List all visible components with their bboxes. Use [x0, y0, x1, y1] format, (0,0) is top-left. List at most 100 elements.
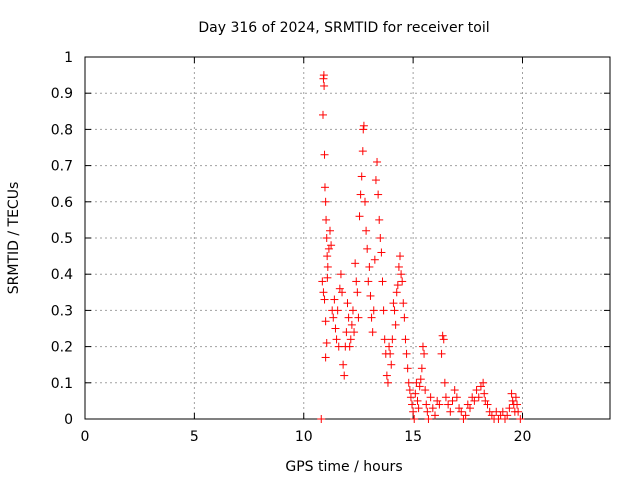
data-point: [479, 378, 488, 387]
data-point: [379, 306, 388, 315]
data-point: [377, 248, 386, 257]
axis-ticks: [84, 56, 610, 420]
data-point: [399, 299, 408, 308]
data-point: [375, 215, 384, 224]
data-point: [323, 252, 332, 261]
y-tick-label: 0.7: [51, 159, 73, 175]
data-point: [354, 313, 363, 322]
data-point: [369, 306, 378, 315]
data-point: [336, 270, 345, 279]
data-point: [472, 386, 481, 395]
data-point: [410, 415, 419, 423]
data-point: [338, 288, 347, 297]
y-tick-label: 0.6: [51, 195, 73, 211]
data-point: [416, 375, 425, 384]
data-point: [345, 342, 354, 351]
data-point: [326, 226, 334, 235]
y-tick-label: 0.8: [51, 122, 73, 138]
data-point: [389, 299, 398, 308]
data-point: [444, 400, 453, 409]
x-tick-label: 10: [295, 429, 313, 445]
data-point: [507, 389, 516, 398]
data-point: [398, 277, 407, 286]
data-point: [423, 407, 432, 416]
data-point: [361, 197, 369, 206]
data-point: [417, 364, 426, 373]
x-tick-label: 15: [404, 429, 422, 445]
data-point: [386, 349, 395, 358]
data-point: [320, 81, 329, 90]
data-point: [357, 172, 366, 181]
data-point: [455, 404, 464, 413]
grid-lines: [85, 57, 610, 419]
x-tick-label: 5: [190, 429, 199, 445]
data-point: [348, 306, 357, 315]
data-point: [318, 277, 327, 286]
data-point: [363, 244, 372, 253]
data-point: [368, 328, 377, 337]
data-point: [393, 281, 402, 290]
data-point: [415, 382, 424, 391]
data-point: [437, 349, 446, 358]
data-point: [340, 371, 349, 380]
data-point: [320, 295, 329, 304]
data-point: [408, 400, 417, 409]
data-point: [347, 320, 356, 329]
data-point: [373, 157, 382, 166]
data-point: [459, 415, 468, 423]
data-point: [352, 277, 361, 286]
data-point: [481, 396, 490, 405]
data-point: [339, 360, 348, 369]
data-point: [421, 386, 430, 395]
y-tick-labels: 0 0.1 0.2 0.3 0.4 0.5 0.6 0.7 0.8 0.9 1: [51, 50, 73, 428]
y-tick-label: 0: [64, 412, 73, 428]
data-point: [508, 396, 517, 405]
data-point: [422, 400, 431, 409]
data-point: [327, 241, 336, 250]
chart-title: Day 316 of 2024, SRMTID for receiver toi…: [198, 20, 489, 36]
data-point: [323, 273, 332, 282]
data-point: [394, 262, 403, 271]
x-tick-label: 0: [81, 429, 90, 445]
data-point: [353, 288, 362, 297]
data-point: [330, 295, 339, 304]
data-point: [322, 215, 331, 224]
data-point: [344, 313, 353, 322]
data-point: [366, 291, 375, 300]
data-point: [321, 317, 330, 326]
data-point: [376, 234, 385, 242]
data-point: [420, 349, 429, 358]
y-tick-label: 0.4: [51, 267, 73, 283]
data-point: [356, 190, 365, 199]
data-point: [355, 212, 364, 221]
data-point: [378, 277, 387, 286]
y-tick-label: 0.9: [51, 86, 73, 102]
y-tick-label: 0.1: [51, 376, 73, 392]
data-point: [396, 252, 404, 261]
data-point: [411, 389, 420, 398]
data-point: [400, 313, 409, 322]
data-point: [332, 335, 341, 344]
data-point: [358, 147, 367, 156]
data-point: [404, 378, 413, 387]
data-point: [322, 234, 331, 242]
data-point: [335, 284, 344, 293]
data-point: [365, 262, 374, 271]
data-point: [435, 400, 444, 409]
data-point: [387, 360, 396, 369]
data-point: [414, 404, 423, 413]
data-point: [412, 378, 421, 387]
data-point: [498, 407, 507, 416]
data-point: [397, 270, 406, 279]
data-point: [383, 378, 392, 387]
data-point: [323, 262, 332, 271]
data-point: [476, 382, 485, 391]
x-tick-labels: 0 5 10 15 20: [81, 429, 532, 445]
data-point: [511, 393, 520, 402]
y-tick-label: 0.3: [51, 303, 73, 319]
data-point: [319, 71, 328, 80]
data-point: [426, 393, 435, 402]
data-point: [461, 411, 470, 420]
data-point: [392, 288, 401, 297]
